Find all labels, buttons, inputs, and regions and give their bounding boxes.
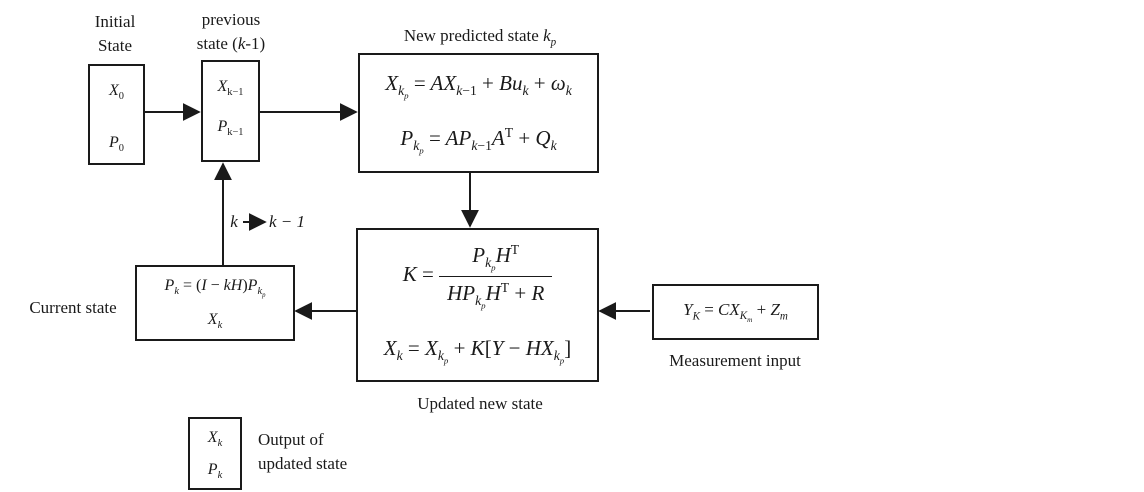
previous-state-line2: state (k-1): [196, 34, 266, 53]
initial-p0: P0: [109, 134, 124, 155]
previous-p: Pk−1: [217, 118, 244, 139]
predicted-x-equation: Xkp = AXk−1 + Buk + ωk: [385, 71, 572, 101]
initial-state-label: Initial State: [94, 12, 136, 55]
updated-state-label: Updated new state: [417, 394, 543, 413]
previous-x: Xk−1: [217, 78, 244, 99]
initial-state-box: X0 P0: [88, 64, 145, 165]
measurement-equation: YK = CXKm + Zm: [683, 300, 788, 325]
output-box: Xk Pk: [188, 417, 242, 490]
output-label: Output of updated state: [258, 430, 348, 473]
initial-x0: X0: [109, 82, 124, 103]
measurement-box: YK = CXKm + Zm: [652, 284, 819, 340]
current-x: Xk: [207, 311, 223, 332]
loop-from-label: k: [230, 212, 238, 231]
previous-state-box: Xk−1 Pk−1: [201, 60, 260, 162]
current-state-label: Current state: [29, 298, 117, 317]
output-p: Pk: [207, 461, 223, 482]
loop-to-label: k − 1: [269, 212, 306, 231]
output-x: Xk: [207, 429, 223, 450]
measurement-label: Measurement input: [669, 351, 801, 370]
previous-state-label: previous state (k-1): [180, 8, 282, 56]
predicted-p-equation: Pkp = APk−1AT + Qk: [400, 125, 557, 156]
predicted-state-box: Xkp = AXk−1 + Buk + ωk Pkp = APk−1AT + Q…: [358, 53, 599, 173]
predicted-state-title: New predicted state kp: [403, 26, 557, 49]
kalman-gain-equation: K = PkpHT HPkpHT + R: [358, 242, 597, 311]
current-state-box: Pk = (I − kH)Pkp Xk: [135, 265, 295, 341]
covariance-update-equation: Pk = (I − kH)Pkp: [164, 277, 266, 300]
state-update-equation: Xk = Xkp + K[Y − HXkp]: [383, 336, 572, 366]
updated-state-box: K = PkpHT HPkpHT + R Xk = Xkp + K[Y − HXk…: [356, 228, 599, 382]
